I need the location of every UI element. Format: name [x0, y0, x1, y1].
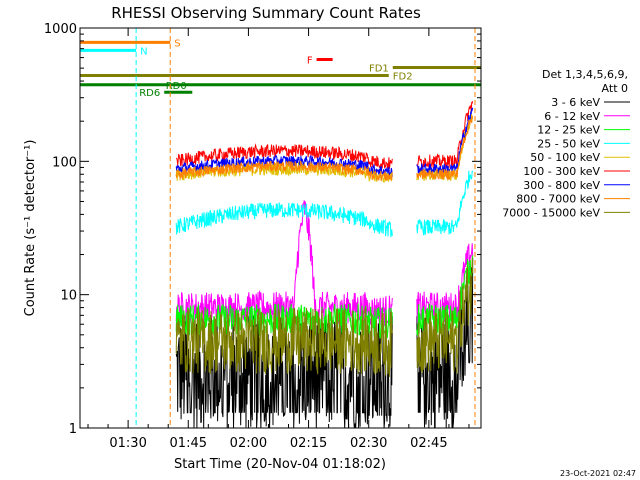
flag-label-n: N: [140, 46, 147, 57]
y-tick-label-3: 1000: [44, 22, 77, 37]
series-layer: [175, 101, 474, 429]
series-line-7: [175, 114, 474, 182]
legend-label-1: 6 - 12 keV: [544, 110, 600, 123]
legend-label-0: 3 - 6 keV: [551, 96, 600, 109]
plot-area: S N F FD1 FD2 RD0 RD6: [80, 28, 481, 429]
legend-label-2: 12 - 25 keV: [537, 124, 600, 137]
series-line-1: [175, 200, 474, 327]
legend-label-3: 25 - 50 keV: [537, 137, 600, 150]
flags-layer: S N F FD1 FD2 RD0 RD6: [80, 38, 481, 99]
y-axis-ticks: 1 10 100 1000: [44, 22, 481, 437]
legend-label-6: 300 - 800 keV: [523, 179, 600, 192]
flag-label-rd6: RD6: [139, 88, 160, 99]
series-line-6: [175, 107, 474, 177]
flag-label-s: S: [174, 38, 180, 49]
y-tick-label-0: 1: [69, 422, 77, 437]
vertical-markers: [135, 28, 476, 428]
y-axis-label: Count Rate (s⁻¹ detector⁻¹): [23, 140, 38, 317]
series-line-8: [175, 257, 474, 378]
x-tick-label-0: 01:30: [109, 436, 146, 451]
legend-header-line2: Att 0: [602, 82, 628, 95]
legend-label-7: 800 - 7000 keV: [516, 193, 600, 206]
x-tick-label-1: 01:45: [170, 436, 207, 451]
x-tick-label-4: 02:30: [350, 436, 387, 451]
y-tick-label-1: 10: [60, 289, 77, 304]
y-tick-label-2: 100: [52, 155, 77, 170]
x-tick-label-3: 02:15: [290, 436, 327, 451]
series-line-5: [176, 101, 474, 170]
legend-label-8: 7000 - 15000 keV: [502, 206, 600, 219]
x-axis-ticks: 01:30 01:45 02:00 02:15 02:30 02:45: [87, 28, 470, 451]
x-tick-label-2: 02:00: [230, 436, 267, 451]
flag-label-fd1: FD1: [369, 64, 389, 75]
legend-header-line1: Det 1,3,4,5,6,9,: [542, 68, 628, 81]
flag-label-f: F: [307, 56, 313, 67]
plot-timestamp: 23-Oct-2021 02:47: [560, 469, 636, 478]
flag-label-fd2: FD2: [393, 72, 413, 83]
legend-label-5: 100 - 300 keV: [523, 165, 600, 178]
flag-label-rd0: RD0: [166, 81, 187, 92]
x-tick-label-5: 02:45: [410, 436, 447, 451]
series-line-3: [175, 170, 474, 238]
plot-frame: [79, 27, 482, 429]
x-axis-label: Start Time (20-Nov-04 01:18:02): [174, 457, 386, 472]
legend-label-4: 50 - 100 keV: [530, 151, 600, 164]
chart-title: RHESSI Observing Summary Count Rates: [111, 4, 421, 22]
